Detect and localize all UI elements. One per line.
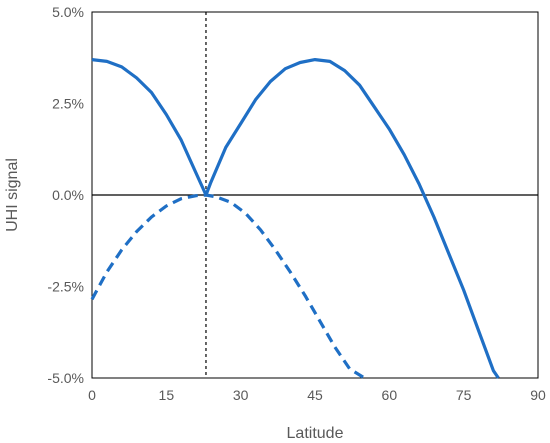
x-tick-label: 15 xyxy=(159,387,175,403)
y-tick-label: 0.0% xyxy=(52,187,84,203)
y-axis-title: UHI signal xyxy=(4,158,21,232)
plot-area xyxy=(91,11,539,379)
solid-series-line xyxy=(91,58,500,379)
tick-labels: 0 15 30 45 60 75 90 -5.0% -2.5% 0.0% 2.5% 5.0% xyxy=(47,4,546,403)
x-tick-label: 45 xyxy=(307,387,323,403)
y-tick-label: -2.5% xyxy=(47,279,84,295)
x-tick-label: 30 xyxy=(233,387,249,403)
x-tick-label: 60 xyxy=(382,387,398,403)
x-tick-label: 0 xyxy=(88,387,96,403)
y-tick-label: 5.0% xyxy=(52,4,84,20)
x-tick-label: 75 xyxy=(456,387,472,403)
dashed-series-line xyxy=(90,193,366,380)
y-tick-label: 2.5% xyxy=(52,96,84,112)
series-marks xyxy=(90,58,500,380)
x-axis-title: Latitude xyxy=(287,425,344,442)
x-tick-label: 90 xyxy=(530,387,546,403)
y-tick-label: -5.0% xyxy=(47,370,84,386)
